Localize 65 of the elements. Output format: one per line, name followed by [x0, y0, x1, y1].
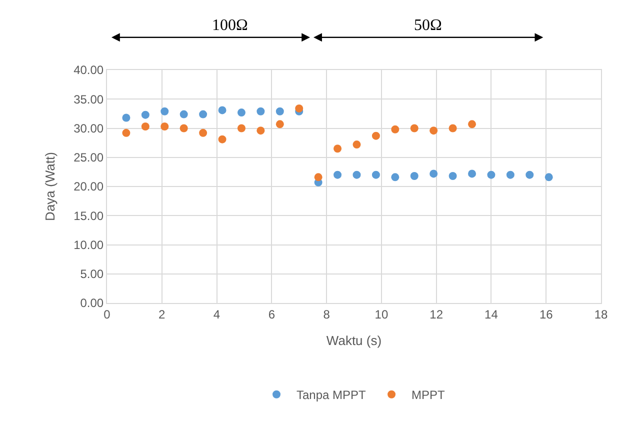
- point: [468, 120, 476, 128]
- point: [218, 135, 226, 144]
- point: [352, 140, 361, 149]
- y-tick-label: 30.00: [74, 121, 104, 136]
- y-tick-label: 10.00: [74, 238, 104, 252]
- legend-label: MPPT: [412, 388, 446, 402]
- point: [199, 128, 208, 137]
- y-tick-label: 15.00: [74, 208, 104, 223]
- x-tick-label: 0: [104, 307, 111, 322]
- point: [180, 110, 188, 118]
- point: [141, 110, 150, 119]
- point: [180, 124, 188, 132]
- y-axis-title: Daya (Watt): [42, 152, 58, 221]
- point: [141, 122, 150, 130]
- point: [199, 110, 208, 118]
- y-tick-label: 0.00: [80, 296, 104, 310]
- x-tick-label: 6: [268, 307, 276, 322]
- point: [295, 104, 304, 112]
- point: [410, 124, 418, 132]
- x-tick-label: 4: [213, 307, 220, 322]
- point: [122, 128, 130, 137]
- legend-label: Tanpa MPPT: [296, 388, 367, 402]
- point: [314, 173, 322, 182]
- point: [410, 172, 418, 180]
- x-tick-label: 12: [430, 307, 444, 322]
- point: [276, 120, 284, 128]
- point: [430, 126, 438, 135]
- y-tick-label: 20.00: [74, 180, 104, 194]
- point: [122, 114, 130, 122]
- point: [256, 126, 265, 135]
- point: [237, 124, 246, 132]
- x-tick-label: 14: [484, 307, 498, 322]
- point: [372, 132, 380, 140]
- point: [391, 125, 400, 134]
- point: [391, 173, 400, 182]
- point: [218, 106, 226, 114]
- point: [237, 108, 246, 117]
- x-axis-title: Waktu (s): [326, 333, 382, 348]
- y-tick-label: 35.00: [74, 92, 104, 106]
- point: [276, 107, 284, 116]
- point: [334, 170, 342, 179]
- point: [430, 170, 438, 178]
- point: [468, 170, 476, 178]
- x-tick-label: 18: [594, 307, 608, 322]
- y-tick-label: 25.00: [74, 150, 104, 165]
- point: [334, 144, 342, 153]
- point: [526, 170, 534, 179]
- text: 50Ω: [414, 17, 442, 34]
- point: [256, 107, 265, 116]
- x-tick-label: 8: [323, 307, 330, 322]
- point: [506, 170, 514, 179]
- point: [448, 172, 457, 180]
- text: 100Ω: [212, 17, 248, 34]
- x-tick-label: 10: [374, 307, 388, 322]
- point: [372, 170, 380, 179]
- y-tick-label: 5.00: [80, 267, 104, 282]
- x-tick-label: 16: [539, 307, 554, 322]
- point: [352, 170, 361, 179]
- point: [160, 122, 169, 130]
- x-tick-label: 2: [158, 307, 166, 322]
- point: [487, 170, 496, 179]
- point: [448, 124, 457, 132]
- y-tick-label: 40.00: [74, 63, 104, 78]
- point: [544, 173, 553, 182]
- point: [160, 107, 169, 116]
